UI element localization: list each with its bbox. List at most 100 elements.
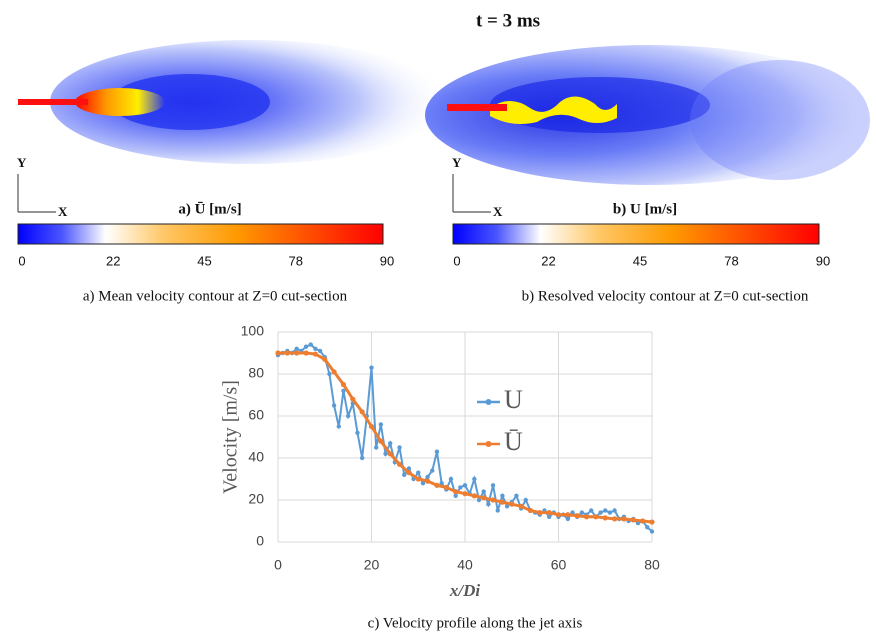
- point: [369, 365, 374, 370]
- legend-swatch: [485, 441, 492, 447]
- point: [490, 497, 496, 503]
- colorbar: [17, 223, 384, 245]
- point: [345, 413, 351, 419]
- colorbar-tick: 90: [816, 253, 830, 268]
- point: [453, 489, 459, 495]
- point: [322, 356, 328, 362]
- point: [462, 491, 468, 497]
- contour-b: [425, 45, 875, 185]
- colorbar-tick: 0: [453, 253, 460, 268]
- point: [359, 455, 365, 461]
- point: [555, 512, 562, 518]
- legend-label: U: [504, 385, 523, 414]
- colorbar-tick: 0: [18, 253, 25, 268]
- point: [368, 423, 375, 430]
- point: [630, 517, 636, 523]
- point: [415, 476, 421, 482]
- point: [453, 493, 458, 498]
- point: [583, 514, 590, 520]
- point: [378, 438, 384, 444]
- point: [303, 344, 309, 349]
- point: [373, 445, 379, 450]
- point: [443, 484, 449, 490]
- y-tick-label: 20: [248, 491, 264, 507]
- point: [602, 515, 608, 521]
- point: [434, 482, 440, 488]
- y-tick-label: 100: [241, 323, 265, 339]
- point: [499, 499, 505, 505]
- point: [471, 493, 477, 499]
- point: [603, 508, 608, 513]
- point: [462, 483, 468, 488]
- point: [303, 350, 309, 356]
- point: [598, 510, 603, 515]
- x-tick-label: 80: [644, 557, 660, 573]
- point: [612, 516, 618, 522]
- point: [341, 388, 346, 393]
- contour-a: [18, 40, 450, 170]
- point: [645, 525, 650, 530]
- y-tick-label: 0: [256, 533, 264, 549]
- point: [340, 381, 347, 388]
- colorbar-tick: 90: [380, 253, 394, 268]
- point: [640, 518, 646, 524]
- caption: a) Mean velocity contour at Z=0 cut-sect…: [83, 288, 348, 304]
- point: [579, 510, 585, 515]
- legend-swatch: [485, 399, 492, 405]
- x-tick-label: 60: [551, 557, 567, 573]
- point: [383, 451, 388, 456]
- point: [313, 346, 318, 351]
- colorbar-tick: 45: [633, 253, 647, 268]
- point: [500, 493, 505, 498]
- point: [574, 513, 580, 519]
- caption: b) Resolved velocity contour at Z=0 cut-…: [522, 288, 809, 304]
- point: [546, 514, 552, 519]
- point: [607, 510, 613, 515]
- point: [434, 449, 440, 454]
- x-axis-title: x/Di: [449, 581, 481, 600]
- point: [350, 396, 356, 402]
- point: [402, 472, 407, 477]
- colorbar-tick: 78: [289, 253, 303, 268]
- point: [486, 502, 491, 507]
- point: [649, 529, 655, 534]
- axis-y-label: Y: [17, 155, 27, 170]
- point: [495, 508, 500, 513]
- colorbar-tick: 45: [197, 253, 211, 268]
- point: [430, 468, 435, 473]
- point: [317, 348, 323, 354]
- point: [308, 342, 313, 347]
- axis-y-label: Y: [452, 155, 462, 170]
- point: [593, 514, 599, 520]
- point: [472, 476, 477, 482]
- point: [312, 351, 318, 357]
- x-tick-label: 0: [274, 557, 282, 573]
- point: [649, 519, 655, 525]
- point: [612, 508, 617, 513]
- point: [378, 422, 384, 427]
- point: [425, 478, 431, 484]
- point: [416, 470, 421, 475]
- point: [476, 497, 482, 503]
- point: [294, 346, 299, 351]
- point: [458, 485, 463, 490]
- point: [518, 503, 524, 509]
- colorbar: [452, 223, 820, 245]
- point: [509, 501, 515, 507]
- y-tick-label: 40: [248, 449, 264, 465]
- point: [565, 516, 571, 522]
- point: [523, 497, 528, 503]
- y-tick-label: 80: [248, 365, 264, 381]
- legend-box: [470, 380, 540, 460]
- point: [481, 495, 487, 501]
- point: [336, 424, 341, 429]
- point: [397, 445, 402, 450]
- x-tick-label: 20: [364, 557, 380, 573]
- y-axis-title: Velocity [m/s]: [220, 380, 242, 494]
- point: [355, 430, 360, 435]
- point: [481, 489, 486, 494]
- point: [439, 481, 444, 486]
- colorbar-title: a) Ū [m/s]: [178, 201, 241, 217]
- point: [388, 441, 393, 446]
